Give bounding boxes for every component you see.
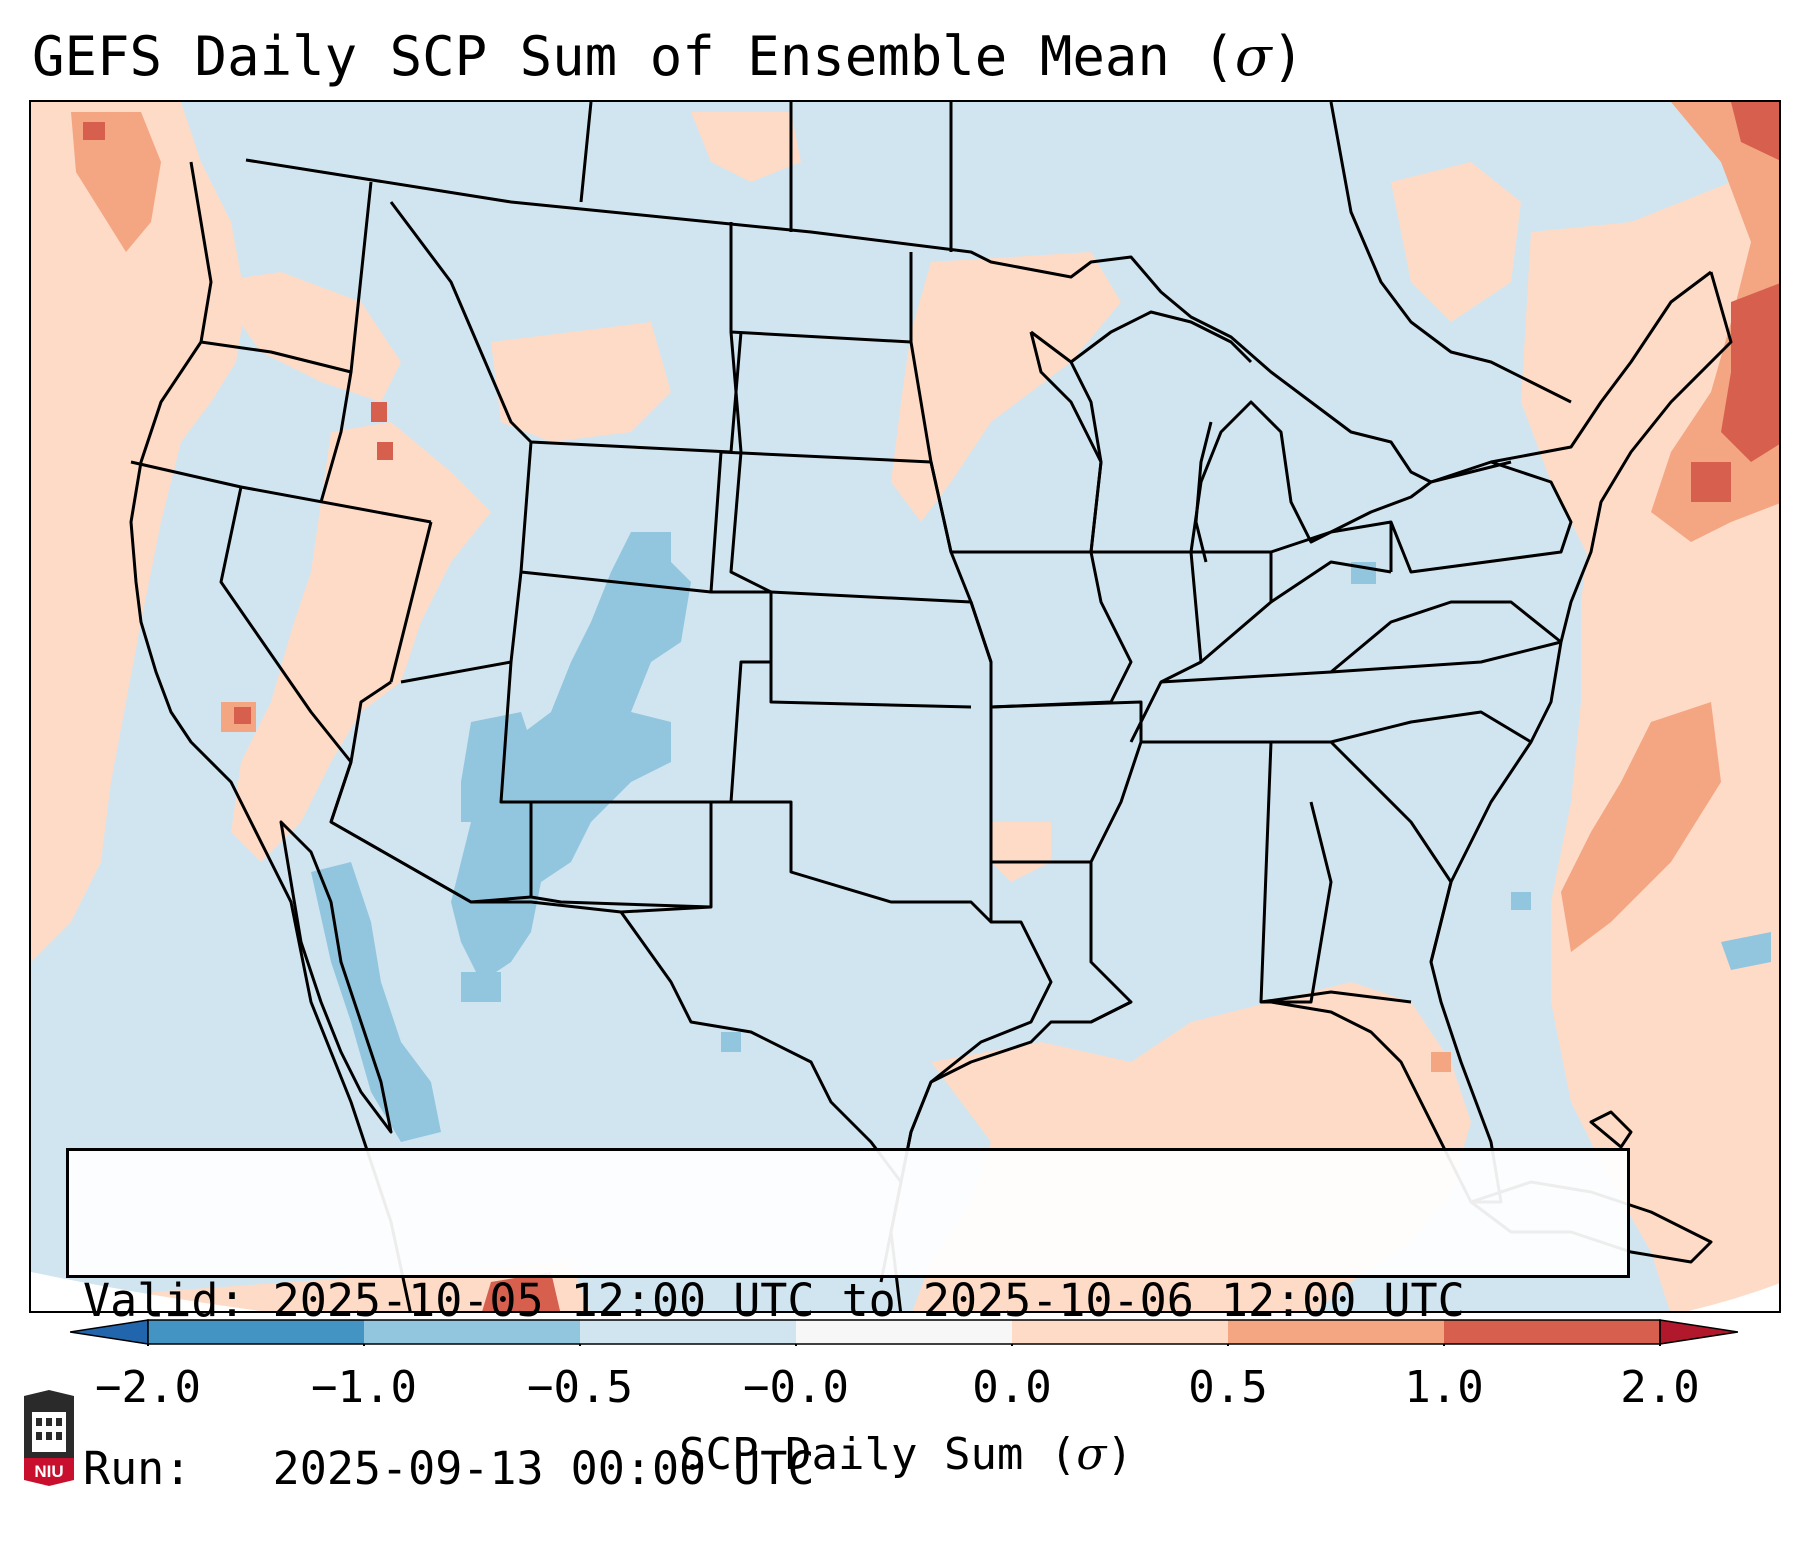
new-mexico-border [529,802,713,909]
negative-anomaly-patch-colorado [451,532,691,982]
positive-anomaly-patch-idaho-2 [377,442,393,460]
positive-anomaly-patch-mexico-south-core [482,1272,561,1311]
lake-superior-shore [1070,310,1253,364]
positive-anomaly-patch-upper-midwest [891,252,1121,522]
run-time-line: Run: 2025-09-13 00:00 UTC [83,1442,815,1495]
colorbar-title: SCP Daily Sum (σ) [679,1429,1133,1480]
positive-anomaly-patch-pacific-northwest [31,102,246,962]
positive-anomaly-patch-montana-north [691,112,801,182]
washington-oregon-border [200,340,352,374]
pennsylvania-border [1389,460,1573,574]
negative-anomaly-patch-texas [721,1032,741,1052]
colorbar-bin-2 [580,1320,797,1344]
positive-anomaly-patch-oregon-coast [71,112,161,252]
wyoming-border [519,441,723,594]
florida-panhandle [1260,990,1412,1004]
positive-anomaly-patch-florida-core [1431,1052,1451,1072]
positive-anomaly-patch-california-desert-core [234,707,251,724]
negative-anomaly-patch-sonora [461,972,501,1002]
positive-anomaly-patch-atlantic [1551,462,1779,1311]
colorbar-tick-label: 0.0 [972,1362,1052,1413]
colorbar-tick-label: −0.5 [527,1362,633,1413]
valid-time-line: Valid: 2025-10-05 12:00 UTC to 2025-10-0… [83,1274,1465,1327]
positive-anomaly-patch-new-england-core [1721,283,1779,462]
lake-erie-shore [1330,480,1432,534]
wisconsin-border [1030,330,1103,553]
positive-anomaly-patch-great-basin [231,422,491,862]
negative-anomaly-patch-baja [311,862,441,1142]
us-canada-border [245,158,1712,484]
map-canvas [31,102,1779,1311]
colorbar-tick-label: 2.0 [1620,1362,1700,1413]
negative-anomaly-patch-arizona [461,712,531,822]
colorbar-outline [147,1319,1661,1345]
colorbar-svg [70,1319,1738,1346]
ohio-border [1270,520,1393,572]
valid-time-info-box: Valid: 2025-10-05 12:00 UTC to 2025-10-0… [66,1148,1630,1495]
carolina-border [1330,710,1532,744]
colorbar-bin-6 [1444,1320,1661,1344]
positive-anomaly-patch-south-central [991,822,1051,882]
lake-michigan-shore [1194,421,1213,563]
colorbar-sigma-symbol: σ [1076,1429,1107,1480]
north-south-dakota-border [730,330,912,344]
colorbar-under-arrow [70,1319,149,1345]
sigma-symbol: σ [1234,25,1272,88]
niu-logo: NIU [20,1388,78,1488]
positive-anomaly-patch-maine [1731,102,1779,161]
colorbar-tick-label: −2.0 [95,1362,201,1413]
nevada-utah-border [389,521,433,683]
positive-anomaly-patch-idaho [371,402,387,422]
idaho-west-border [319,181,373,503]
colorbar-tick-label: 1.0 [1404,1362,1484,1413]
projection-edge-bottom-left [31,1272,261,1311]
colorbar [70,1318,1738,1346]
projection-edge-bottom-right [1688,1283,1779,1311]
positive-anomaly-patch-montana [491,322,671,442]
mississippi-alabama-border [1141,740,1333,1004]
map-title: GEFS Daily SCP Sum of Ensemble Mean (σ) [32,25,1305,88]
canada-province-border-1 [579,102,593,203]
lake-ontario-shore [1430,460,1512,484]
map-panel [29,100,1781,1313]
negative-anomaly-patch-carolina-offshore [1511,892,1531,910]
colorbar-bin-3 [796,1320,1013,1344]
virginia-carolina-border [1330,600,1562,674]
colorbar-bin-0 [148,1320,365,1344]
colorbar-over-arrow [1659,1319,1738,1345]
colorbar-bin-5 [1228,1320,1445,1344]
positive-anomaly-patch-washington-interior [211,272,401,402]
us-mexico-border [330,820,622,914]
michigan-lower-peninsula [1189,400,1332,553]
bahamas-outline [1589,1110,1633,1149]
niu-logo-text: NIU [34,1462,63,1481]
colorbar-bin-1 [364,1320,581,1344]
negative-anomaly-patch-atlantic [1721,932,1771,970]
baja-california [279,820,393,1134]
positive-anomaly-patch-seattle [83,122,105,140]
canada-province-border-4 [1329,102,1572,404]
colorbar-bin-4 [1012,1320,1229,1344]
positive-anomaly-patch-long-island [1691,462,1731,502]
pacific-coastline [129,161,412,1311]
positive-anomaly-patch-quebec [1451,232,1491,262]
niu-logo-band [24,1458,74,1486]
colorbar-tick-label: −0.0 [743,1362,849,1413]
positive-anomaly-patch-atlantic-band [1561,702,1721,952]
colorbar-tick-label: 0.5 [1188,1362,1268,1413]
colorbar-tick-label: −1.0 [311,1362,417,1413]
kansas-oklahoma-border [769,662,972,709]
atlantic-coastline [1270,271,1733,1204]
